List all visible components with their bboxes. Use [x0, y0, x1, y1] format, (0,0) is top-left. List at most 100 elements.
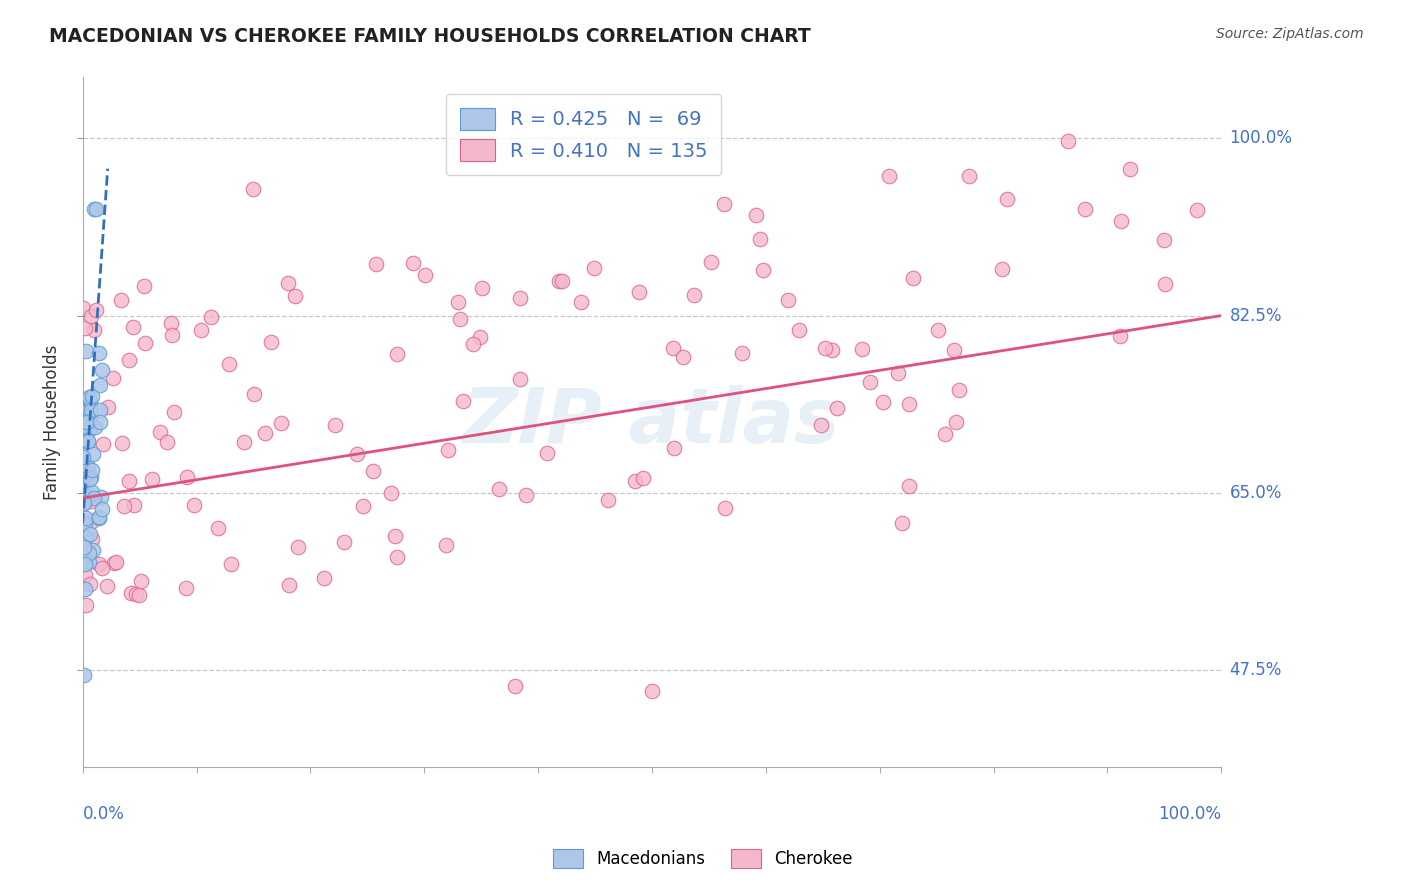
Point [683, 288, 706, 302]
Point [132, 278, 155, 293]
Point [927, 323, 949, 337]
Point [825, 401, 848, 415]
Point [778, 293, 800, 307]
Point [80, 402, 103, 417]
Point [83, 491, 105, 506]
Point [73, 516, 96, 531]
Point [72, 487, 94, 501]
Point [87, 557, 110, 571]
Point [73, 668, 96, 682]
Point [821, 343, 844, 358]
Point [141, 472, 163, 486]
Point [183, 498, 205, 512]
Point [260, 334, 283, 349]
Point [447, 295, 470, 310]
Point [96, 579, 118, 593]
Point [75, 511, 97, 525]
Point [700, 254, 723, 268]
Point [89, 403, 111, 417]
Point [73, 494, 96, 508]
Point [752, 263, 775, 277]
Point [89, 378, 111, 392]
Point [89, 415, 111, 429]
Point [1153, 233, 1175, 247]
Point [72, 415, 94, 429]
Point [76, 460, 98, 475]
Point [77, 411, 100, 425]
Point [471, 280, 494, 294]
Point [75, 408, 97, 422]
Point [174, 581, 197, 595]
Point [83, 202, 105, 217]
Point [748, 232, 770, 246]
Point [79, 577, 101, 591]
Point [352, 499, 374, 513]
Point [112, 500, 135, 514]
Point [810, 417, 832, 432]
Point [75, 467, 97, 481]
Point [75, 418, 97, 433]
Y-axis label: Family Households: Family Households [44, 344, 60, 500]
Point [713, 197, 735, 211]
Point [82, 494, 104, 508]
Point [82, 484, 104, 499]
Point [73, 468, 96, 483]
Point [73, 557, 96, 571]
Point [111, 436, 134, 450]
Point [943, 343, 966, 358]
Point [254, 425, 277, 440]
Point [276, 276, 298, 290]
Point [509, 291, 531, 305]
Point [598, 493, 620, 508]
Point [91, 502, 114, 516]
Point [72, 301, 94, 315]
Point [731, 345, 754, 359]
Point [242, 182, 264, 196]
Point [75, 568, 97, 582]
Point [82, 542, 104, 557]
Point [436, 442, 458, 457]
Point [515, 488, 537, 502]
Point [91, 363, 114, 377]
Text: 47.5%: 47.5% [1230, 661, 1282, 680]
Point [879, 169, 901, 183]
Point [90, 490, 112, 504]
Point [125, 587, 148, 601]
Point [461, 337, 484, 351]
Point [891, 516, 914, 531]
Point [387, 549, 409, 564]
Point [79, 472, 101, 486]
Point [75, 516, 97, 530]
Point [995, 192, 1018, 206]
Point [80, 463, 103, 477]
Point [77, 392, 100, 406]
Point [124, 498, 146, 512]
Point [449, 312, 471, 326]
Point [79, 409, 101, 424]
Point [945, 415, 967, 429]
Point [159, 316, 181, 330]
Point [73, 496, 96, 510]
Text: 100.0%: 100.0% [1159, 805, 1222, 823]
Point [672, 350, 695, 364]
Point [72, 419, 94, 434]
Point [662, 441, 685, 455]
Point [80, 515, 103, 529]
Point [149, 425, 172, 440]
Point [72, 467, 94, 481]
Point [75, 531, 97, 545]
Point [744, 209, 766, 223]
Point [73, 495, 96, 509]
Point [134, 335, 156, 350]
Point [990, 262, 1012, 277]
Point [120, 585, 142, 599]
Point [333, 535, 356, 549]
Point [190, 323, 212, 337]
Point [84, 420, 107, 434]
Point [131, 574, 153, 588]
Point [77, 556, 100, 570]
Text: Source: ZipAtlas.com: Source: ZipAtlas.com [1216, 27, 1364, 41]
Text: 100.0%: 100.0% [1230, 129, 1292, 147]
Point [583, 260, 606, 275]
Point [287, 540, 309, 554]
